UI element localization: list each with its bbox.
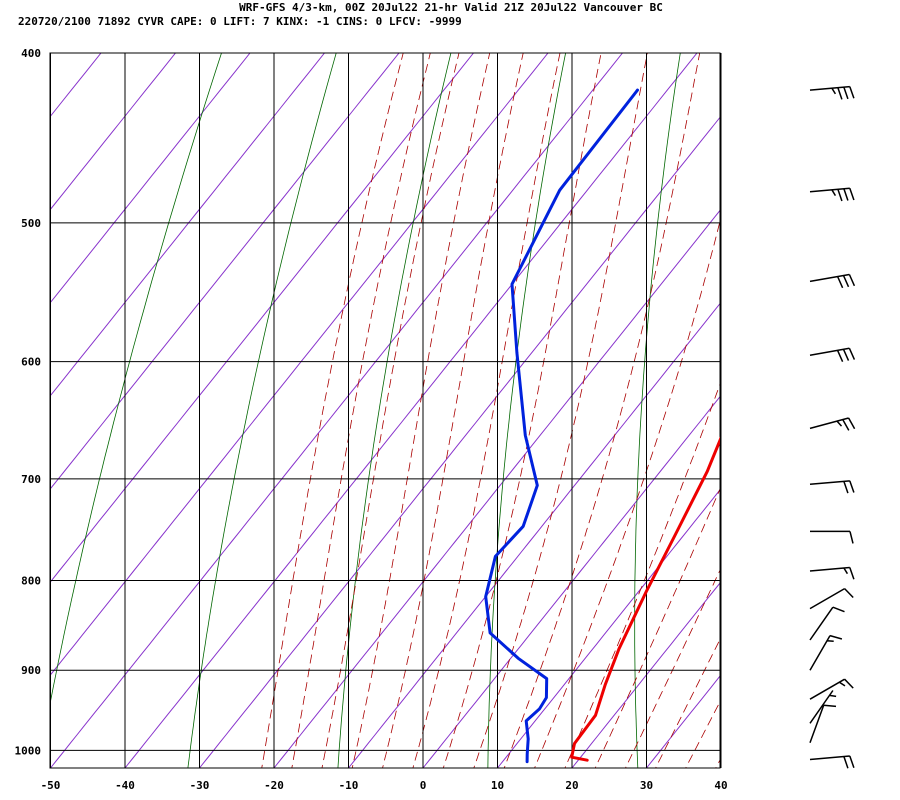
dry-adiabat-line [50,53,222,706]
wind-barbs [809,85,856,769]
header-line-2: 220720/2100 71892 CYVR CAPE: 0 LIFT: 7 K… [18,15,462,28]
temperature-axis: -50 -40 -30 -20 -10 0 10 20 30 40 [41,779,728,792]
pressure-tick-label: 1000 [15,744,42,757]
wind-barb [809,480,855,494]
moist-adiabat-line [534,219,720,768]
temperature-profile-line [570,436,720,762]
wind-barb [809,85,855,100]
moist-adiabat-line [291,53,431,768]
wind-barb [809,273,856,289]
isotherm-line [422,395,720,768]
moist-adiabat-line [473,53,648,768]
wind-barb [809,690,837,724]
plot-frame [49,52,721,769]
isotherm-line [124,53,698,768]
temperature-tick-label: 40 [714,779,727,792]
wind-barb [809,347,856,363]
dry-adiabat-line [187,53,337,768]
isotherm-line [50,53,549,677]
header-line-1: WRF-GFS 4/3-km, 00Z 20Jul22 21-hr Valid … [239,1,663,14]
isotherm-line [273,209,720,768]
isotherm-line [571,582,720,768]
wind-barb [809,566,855,580]
isotherm-line [50,53,475,584]
moist-adiabat-line [715,759,720,768]
temperature-tick-label: -50 [41,779,61,792]
isotherm-line [50,53,624,768]
background-adiabats-isotherms [50,14,900,795]
isotherm-line [774,14,900,795]
moist-adiabat-line [351,53,491,768]
temperature-tick-label: 10 [491,779,504,792]
pressure-tick-label: 900 [21,664,41,677]
dry-adiabat-line [772,14,799,795]
wind-barb [810,530,854,544]
isotherm-line [50,53,177,211]
moist-adiabat-line [564,382,720,768]
temperature-tick-label: 20 [565,779,578,792]
wind-barb [809,755,855,769]
wind-barb [809,678,854,700]
wind-barb [809,417,856,431]
temperature-tick-label: -30 [190,779,210,792]
pressure-tick-label: 500 [21,217,41,230]
wind-barb [809,587,854,610]
dry-adiabat-line [337,53,452,768]
moist-adiabat-line [412,53,561,768]
moist-adiabat-line [382,53,524,768]
pressure-axis: 400 500 600 700 800 900 1000 [15,47,42,757]
isotherm-line [50,53,400,491]
temperature-tick-label: 0 [420,779,427,792]
dewpoint-profile-line [484,88,639,764]
moist-adiabat-line [625,569,720,768]
wind-barb [809,634,843,671]
moist-adiabat-line [321,53,460,768]
dry-adiabat-line [634,53,681,768]
pressure-tick-label: 800 [21,575,41,588]
moist-adiabat-line [503,53,701,768]
isotherm-line [700,14,900,795]
pressure-tick-label: 600 [21,356,41,369]
wind-barb [809,187,855,202]
isotherm-line [645,675,720,768]
temperature-tick-label: -20 [264,779,284,792]
isotherm-line [347,302,720,768]
isotherm-line [50,53,251,304]
pressure-tick-label: 400 [21,47,41,60]
temperature-tick-label: -10 [339,779,359,792]
wind-barb [809,704,837,743]
moist-adiabat-line [261,53,404,768]
isotherm-line [50,53,326,397]
wind-barb [809,606,845,641]
sounding-profiles [484,88,720,764]
temperature-tick-label: -40 [115,779,135,792]
dry-adiabat-line [487,53,567,768]
temperature-tick-label: 30 [640,779,653,792]
isotherm-line [198,116,720,768]
moist-adiabat-line [655,638,720,768]
isotherm-line [496,489,720,768]
pressure-tick-label: 700 [21,473,41,486]
